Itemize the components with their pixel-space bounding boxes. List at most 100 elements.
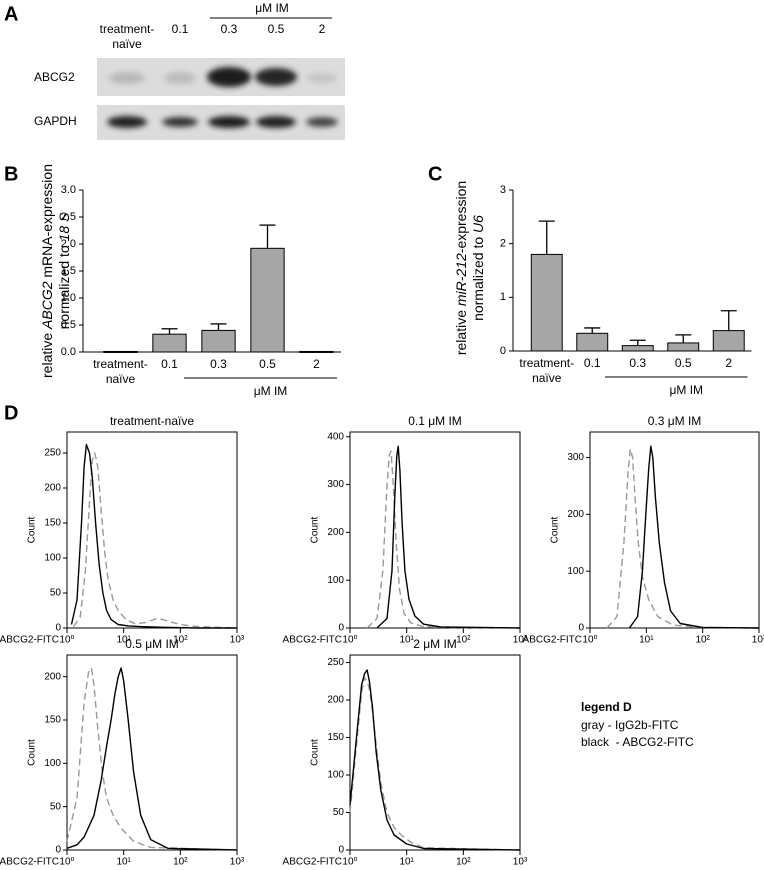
y-tick-label: 250 <box>44 448 61 459</box>
y-axis-label: Count <box>27 739 38 766</box>
y-axis-label-part: mRNA-expression <box>39 164 55 281</box>
x-tick-label: 0.1 <box>161 357 178 371</box>
lane-label: 0.1 <box>171 22 189 36</box>
plot-frame <box>349 431 521 629</box>
y-tick-label: 150 <box>44 715 61 726</box>
group-label: μM IM <box>254 384 288 398</box>
x-tick-label: 2 <box>313 357 320 371</box>
y-tick-label: 100 <box>327 770 344 781</box>
bar <box>621 345 654 352</box>
x-tick-label-box: 0.1 <box>583 356 601 370</box>
band <box>208 116 250 128</box>
y-tick-label: 150 <box>44 518 61 529</box>
y-tick-label: 200 <box>567 509 584 520</box>
x-tick-label: 10⁰ <box>59 857 74 868</box>
panel-label: B <box>4 163 18 185</box>
histogram-line <box>66 667 238 851</box>
bands <box>107 67 338 128</box>
y-tick-label: 0 <box>338 623 344 634</box>
row-label: GAPDH <box>34 114 77 128</box>
band <box>255 68 297 86</box>
legend-entry: gray - IgG2b-FITC <box>581 718 679 732</box>
x-tick-label: 10² <box>695 635 710 646</box>
y-axis-label: relative miR-212-expression <box>453 181 469 355</box>
x-tick-label: 10³ <box>513 635 528 646</box>
x-tick-label: 10¹ <box>116 635 131 646</box>
x-tick-label: 10³ <box>513 857 528 868</box>
y-tick-label: 200 <box>44 671 61 682</box>
lane-label: 2 <box>318 22 326 36</box>
y-tick-label: 300 <box>327 479 344 490</box>
x-tick-label: 0.3 <box>629 356 647 370</box>
band <box>207 67 251 87</box>
panel-label: A <box>4 3 18 25</box>
y-axis-label-part: U6 <box>470 215 486 233</box>
x-tick-label-box: 0.3 <box>210 357 227 371</box>
y-tick-label: 200 <box>327 695 344 706</box>
lane-label-box: 0.1 <box>171 22 189 36</box>
y-axis-label: Count <box>27 516 38 543</box>
y-tick-label: 0 <box>55 623 61 634</box>
chart-title: 0.5 μM IM <box>125 637 179 651</box>
y-axis-label: Count <box>310 516 321 543</box>
y-axis-label: relative ABCG2 mRNA-expression <box>39 164 55 378</box>
y-axis-label-part: ABCG2 <box>39 281 55 330</box>
y-tick-label: 1.0 <box>61 292 76 304</box>
y-tick-label: 250 <box>327 657 344 668</box>
y-axis-label-part: -expression <box>453 181 469 253</box>
y-axis-label: normalized to 18 S <box>56 212 72 329</box>
histogram-line <box>72 452 238 629</box>
y-tick-label: 0 <box>500 345 506 357</box>
x-tick-label: 10⁰ <box>342 635 357 646</box>
band <box>306 117 338 127</box>
y-tick-label: 100 <box>44 758 61 769</box>
y-tick-label: 0 <box>578 623 584 634</box>
x-tick-label: treatment-naïve <box>93 357 148 386</box>
histogram-line <box>349 676 521 851</box>
x-tick-label-box: 2 <box>313 357 320 371</box>
band <box>109 72 145 84</box>
y-tick-label: 3 <box>500 184 506 196</box>
histogram-line <box>376 445 521 629</box>
y-tick-label: 0.0 <box>61 346 76 358</box>
x-tick-label: treatment-naïve <box>519 356 575 385</box>
x-axis-label: ABCG2-FITC <box>283 857 342 868</box>
y-tick-label: 100 <box>567 566 584 577</box>
y-axis-label-part: normalized to <box>470 233 486 321</box>
y-tick-label: 100 <box>327 575 344 586</box>
bar <box>576 332 609 352</box>
bar <box>530 253 563 352</box>
x-tick-label: 10¹ <box>399 857 414 868</box>
x-tick-label: 10² <box>173 635 188 646</box>
lane-label-box: 0.5 <box>268 22 285 36</box>
x-tick-label: 10⁰ <box>342 857 357 868</box>
lane-label-box: 0.3 <box>220 22 238 36</box>
y-axis-label: normalized to U6 <box>470 215 486 321</box>
histogram-line <box>606 448 760 629</box>
chart-title: 2 μM IM <box>413 637 457 651</box>
y-tick-label: 2.5 <box>61 211 76 223</box>
bar <box>103 350 138 353</box>
y-axis-label-part: relative <box>39 329 55 378</box>
x-tick-label: 2 <box>725 356 733 370</box>
y-tick-label: 1.5 <box>61 265 76 277</box>
x-tick-label-box: 0.1 <box>161 357 178 371</box>
lane-label: 0.3 <box>220 22 238 36</box>
x-tick-label: 10³ <box>752 635 764 646</box>
y-tick-label: 0.5 <box>61 319 76 331</box>
y-axis-label-part: relative <box>453 306 469 355</box>
bar <box>201 329 236 353</box>
chart-title: 0.3 μM IM <box>648 414 702 428</box>
panel-label: C <box>428 163 442 185</box>
group-label: μM IM <box>255 1 289 15</box>
bar <box>712 330 745 352</box>
band <box>164 72 196 84</box>
x-tick-label: 10² <box>456 635 471 646</box>
y-tick-label: 2.0 <box>61 238 76 250</box>
lane-label-box: treatment-naïve <box>100 22 155 51</box>
lane-label-box: 2 <box>318 22 326 36</box>
x-tick-label: 0.1 <box>583 356 601 370</box>
y-axis-label-part: normalized to <box>56 241 72 329</box>
blot-panel: A μM IM ABCG2 GAPDH <box>4 1 345 140</box>
y-axis-label: Count <box>550 516 561 543</box>
